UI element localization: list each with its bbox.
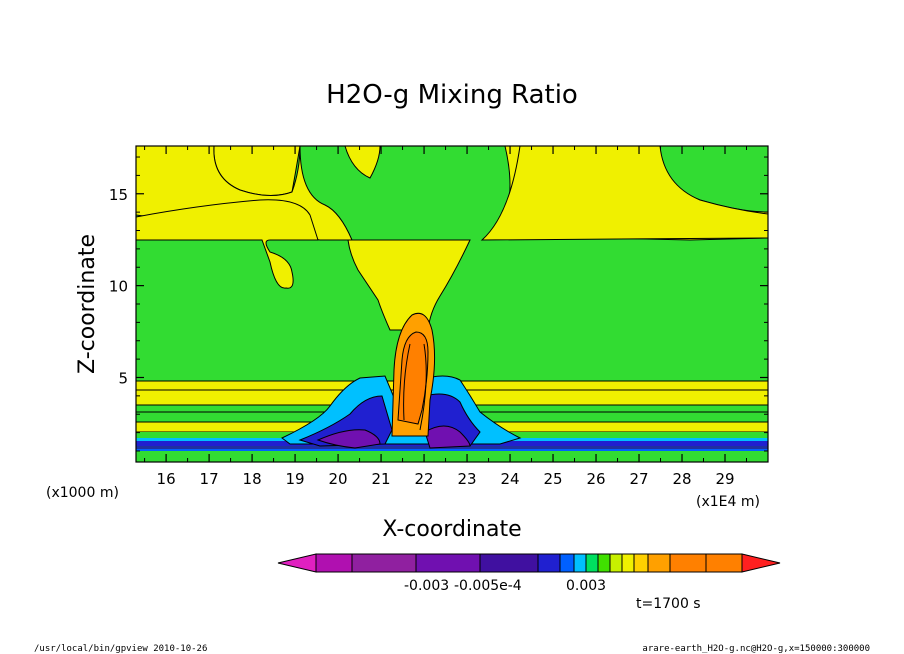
y-axis-label: Z-coordinate: [75, 234, 100, 374]
contour-line-core: [403, 343, 427, 431]
time-label: t=1700 s: [636, 596, 701, 612]
x-tick-label: 20: [329, 470, 348, 488]
x-tick-label: 29: [715, 470, 734, 488]
colorbar-segment: [315, 553, 353, 573]
contour-yellow-upper-right: [480, 145, 769, 241]
contour-yellow-left-mid: [135, 199, 319, 289]
contour-blue-band2: [136, 449, 768, 451]
colorbar-labels: -0.003 -0.005e-4 0.003: [404, 578, 606, 594]
colorbar-segment: [597, 553, 611, 573]
x-tick-label: 27: [629, 470, 648, 488]
contour-yellow-column: [347, 239, 471, 331]
colorbar-segment: [537, 553, 561, 573]
plot-area: [135, 145, 769, 462]
contour-darkblue-band: [136, 446, 768, 449]
colorbar-segment: [633, 553, 649, 573]
colorbar-arrow-left: [277, 553, 317, 573]
contour-purple-blob-left: [316, 429, 381, 449]
colorbar-label-mid: -0.005e-4: [454, 578, 522, 594]
colorbar-arrow-right: [741, 553, 781, 573]
contour-purple-blob-right: [424, 425, 471, 449]
x-tick-label: 25: [543, 470, 562, 488]
x-tick-label: 18: [243, 470, 262, 488]
colorbar-segment: [647, 553, 671, 573]
x-axis-label: X-coordinate: [382, 517, 521, 542]
colorbar-segment: [415, 553, 481, 573]
y-tick-label: 15: [109, 186, 128, 204]
colorbar-segment: [609, 553, 623, 573]
chart-title: H2O-g Mixing Ratio: [326, 80, 578, 110]
colorbar-segment: [573, 553, 587, 573]
x-tick-label: 17: [200, 470, 219, 488]
colorbar-segment: [621, 553, 635, 573]
x-tick-label: 24: [500, 470, 519, 488]
colorbar-label-left: -0.003: [404, 578, 449, 594]
x-tick-label: 23: [458, 470, 477, 488]
colorbar-segment: [669, 553, 707, 573]
y-axis: 5 10 15: [109, 156, 768, 452]
footer-left: /usr/local/bin/gpview 2010-10-26: [34, 644, 207, 654]
y-tick-label: 5: [118, 369, 128, 387]
x-tick-label: 21: [372, 470, 391, 488]
colorbar-segment: [585, 553, 599, 573]
x-tick-label: 26: [586, 470, 605, 488]
colorbar-segment: [705, 553, 743, 573]
colorbar-segment: [351, 553, 417, 573]
colorbar: [277, 553, 781, 573]
x-tick-label: 19: [286, 470, 305, 488]
colorbar-label-right: 0.003: [566, 578, 606, 594]
y-tick-label: 10: [109, 278, 128, 296]
colorbar-segment: [479, 553, 539, 573]
x-axis: 16 17 18 19 20 21 22 23 24 25 26 27 28 29: [144, 146, 748, 488]
x-unit-note: (x1E4 m): [696, 494, 760, 510]
x-tick-label: 16: [157, 470, 176, 488]
contour-green-bottom: [136, 451, 768, 462]
x-tick-label: 28: [672, 470, 691, 488]
x-tick-label: 22: [415, 470, 434, 488]
footer-right: arare-earth_H2O-g.nc@H2O-g,x=150000:3000…: [642, 644, 870, 654]
y-unit-note: (x1000 m): [46, 485, 119, 501]
colorbar-segment: [559, 553, 575, 573]
